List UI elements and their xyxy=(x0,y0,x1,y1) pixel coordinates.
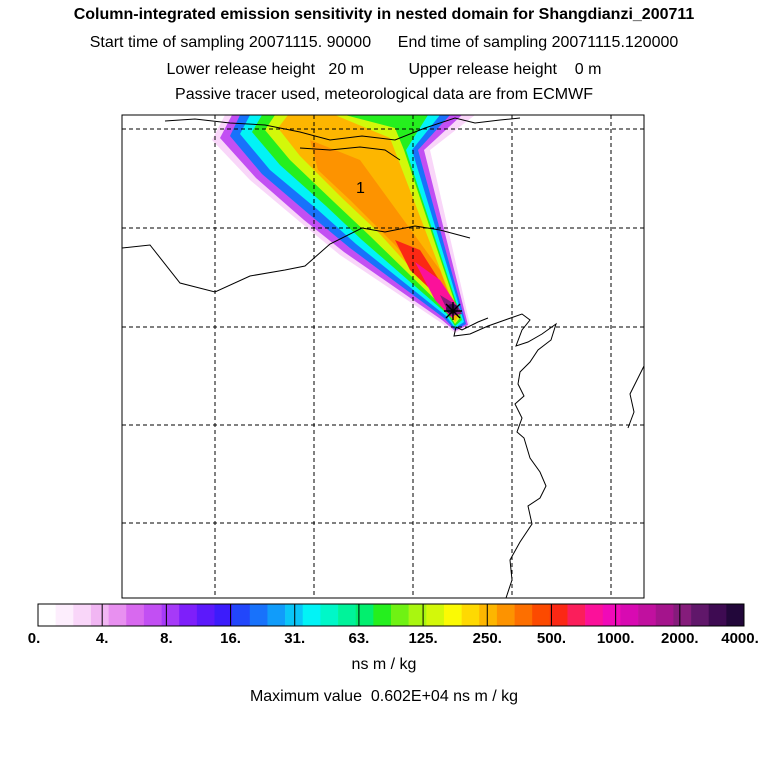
colorbar-tick-label: 125. xyxy=(408,630,438,647)
colorbar-swatch xyxy=(620,604,639,626)
colorbar-swatch xyxy=(38,604,56,626)
colorbar-swatch xyxy=(461,604,480,626)
colorbar-swatch xyxy=(267,604,286,626)
colorbar-tick-label: 31. xyxy=(284,630,306,647)
colorbar-swatch xyxy=(196,604,215,626)
colorbar-tick-label: 0. xyxy=(27,630,41,647)
colorbar-swatch xyxy=(232,604,251,626)
plume xyxy=(212,115,475,333)
colorbar-tick-label: 500. xyxy=(536,630,567,647)
colorbar-swatch xyxy=(249,604,268,626)
colorbar-frame xyxy=(37,603,745,627)
colorbar-swatch xyxy=(55,604,74,626)
colorbar-swatch xyxy=(691,604,709,626)
colorbar-swatch xyxy=(514,604,533,626)
upper-label: Upper release height xyxy=(408,61,557,78)
colorbar-swatch xyxy=(161,604,180,626)
colorbar-swatch xyxy=(726,604,745,626)
colorbar-swatch xyxy=(496,604,515,626)
colorbar-swatch xyxy=(443,604,462,626)
colorbar-swatch xyxy=(73,604,92,626)
colorbar-swatch xyxy=(638,604,657,626)
start-value: 20071115. 90000 xyxy=(248,34,372,51)
graticule xyxy=(122,115,644,598)
tracer-info: Passive tracer used, meteorological data… xyxy=(175,86,593,103)
region-label: 1 xyxy=(356,180,365,197)
colorbar-swatch xyxy=(338,604,356,626)
x-marker xyxy=(444,302,462,320)
colorbar-swatch xyxy=(391,604,409,626)
upper-value: 0 m xyxy=(574,61,602,78)
colorbar-swatch xyxy=(285,604,304,626)
colorbar-tick-label: 16. xyxy=(220,630,241,647)
colorbar-swatch xyxy=(708,604,727,626)
colorbar-swatch xyxy=(179,604,198,626)
plot-title: Column-integrated emission sensitivity i… xyxy=(73,6,695,23)
start-label: Start time of sampling xyxy=(89,34,245,51)
colorbar-swatch xyxy=(408,604,427,626)
colorbar-swatch xyxy=(143,604,162,626)
colorbar-tick-label: 63. xyxy=(348,630,370,647)
release-heights: Lower release height 20 m Upper release … xyxy=(0,61,768,79)
colorbar-swatch xyxy=(90,604,109,626)
colorbar xyxy=(38,604,745,626)
colorbar-swatch xyxy=(214,604,233,626)
colorbar-tick-label: 1000. xyxy=(596,630,635,647)
colorbar-swatch xyxy=(655,604,674,626)
colorbar-swatch xyxy=(373,604,392,626)
colorbar-swatch xyxy=(108,604,127,626)
max-value-number: 0.602E+04 ns m / kg xyxy=(370,688,519,705)
colorbar-swatch xyxy=(355,604,374,626)
end-label: End time of sampling xyxy=(397,34,548,51)
colorbar-tick-label: 4. xyxy=(95,630,109,647)
coastlines-borders xyxy=(122,117,644,598)
colorbar-swatch xyxy=(585,604,604,626)
colorbar-units: ns m / kg xyxy=(351,656,417,673)
max-value-label: Maximum value xyxy=(249,688,362,705)
colorbar-tick-label: 4000. xyxy=(721,630,759,647)
colorbar-swatch xyxy=(549,604,568,626)
colorbar-swatch xyxy=(532,604,551,626)
colorbar-swatch xyxy=(602,604,621,626)
colorbar-tick-label: 8. xyxy=(160,630,173,647)
end-value: 20071115.120000 xyxy=(551,34,679,51)
colorbar-tick-label: 250. xyxy=(472,630,502,647)
colorbar-swatch xyxy=(426,604,445,626)
colorbar-swatch xyxy=(567,604,586,626)
map-frame xyxy=(121,114,645,599)
sampling-times: Start time of sampling 20071115. 90000 E… xyxy=(0,34,768,52)
lower-value: 20 m xyxy=(328,61,364,78)
lower-label: Lower release height xyxy=(166,61,316,78)
colorbar-swatch xyxy=(673,604,692,626)
colorbar-tick-label: 2000. xyxy=(661,630,699,647)
colorbar-swatch xyxy=(126,604,145,626)
max-value: Maximum value 0.602E+04 ns m / kg xyxy=(0,688,768,706)
colorbar-swatch xyxy=(320,604,339,626)
colorbar-swatch xyxy=(302,604,321,626)
colorbar-swatch xyxy=(479,604,498,626)
